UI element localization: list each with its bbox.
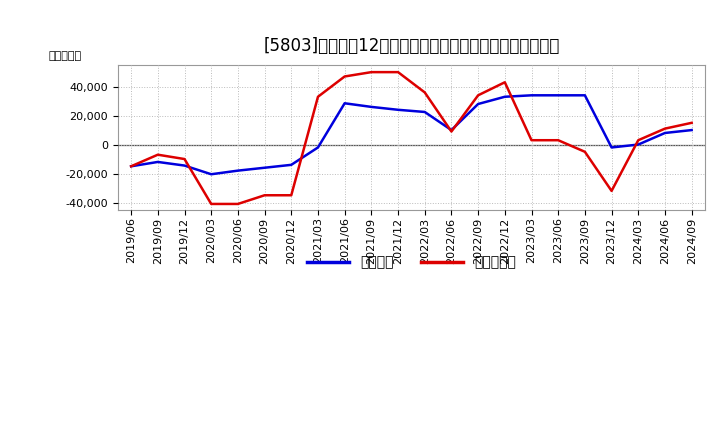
Legend: 経常利益, 当期純利益: 経常利益, 当期純利益 (302, 250, 521, 275)
Y-axis label: （百万円）: （百万円） (48, 51, 81, 61)
Title: [5803]　利益だ12か月移動合計の対前年同期増減額の推移: [5803] 利益だ12か月移動合計の対前年同期増減額の推移 (264, 37, 559, 55)
